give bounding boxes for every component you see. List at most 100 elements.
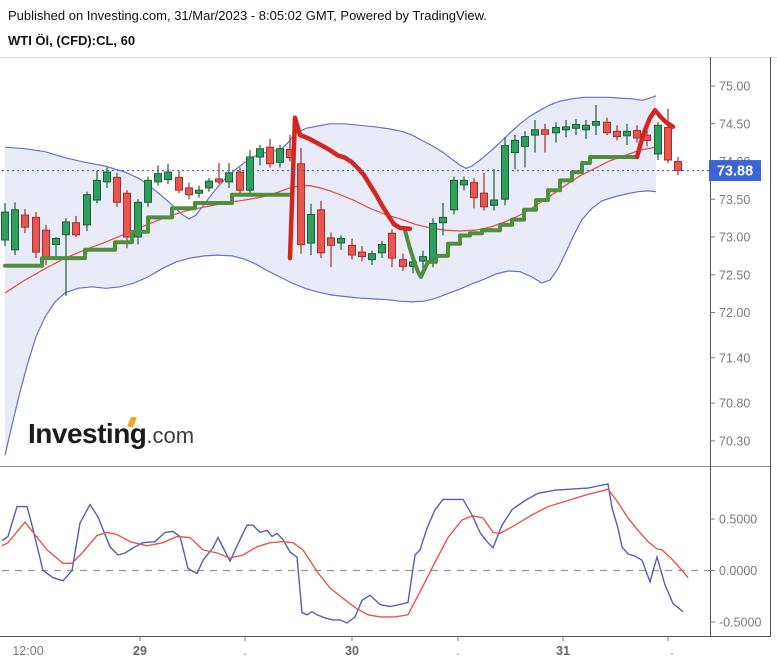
candle-body (664, 127, 672, 161)
candle-body (337, 238, 345, 244)
candle (225, 163, 233, 188)
candle (460, 176, 468, 191)
price-tick-label: 74.50 (719, 117, 750, 131)
candle-body (358, 251, 366, 258)
candle-body (460, 179, 468, 186)
price-tick-label: 73.00 (719, 231, 750, 245)
candle (592, 104, 600, 136)
candle-body (348, 244, 356, 256)
trend-line-red (634, 107, 676, 160)
candle (388, 229, 396, 268)
candle (348, 238, 356, 260)
candle-body (490, 199, 498, 206)
candle-body (93, 179, 101, 201)
candle-body (175, 176, 183, 191)
candle-body (103, 171, 111, 183)
candle-body (42, 229, 50, 259)
candle (480, 172, 488, 211)
candle-body (276, 148, 284, 163)
candle (572, 119, 580, 136)
candle-body (541, 129, 549, 135)
price-tick-label: 72.00 (719, 306, 750, 320)
investing-logo: Investing.com (28, 416, 194, 450)
price-axis[interactable]: 75.0074.5074.0073.5073.0072.5072.0071.40… (710, 80, 750, 449)
candle (368, 250, 376, 265)
time-axis-label: . (670, 644, 673, 658)
candle (562, 120, 570, 138)
time-axis-label: . (456, 644, 459, 658)
candle-body (582, 124, 590, 131)
candle-body (531, 129, 539, 136)
candle (185, 182, 193, 200)
time-axis-label: 12:00 (12, 644, 43, 658)
bollinger-lower-line (4, 190, 657, 456)
candle-body (501, 145, 509, 200)
candle (266, 138, 274, 168)
time-axis[interactable]: 12:00 29. 30. 31. (12, 636, 674, 658)
candle-body (603, 121, 611, 134)
candle-body (419, 256, 427, 262)
candle (654, 122, 662, 160)
candle (450, 176, 458, 215)
candle (531, 120, 539, 153)
candle-body (256, 148, 264, 158)
price-tick-label: 72.50 (719, 268, 750, 282)
candle-body (195, 189, 203, 194)
candle-body (572, 124, 580, 129)
trend-line-red (287, 115, 413, 261)
candle-body (215, 178, 223, 183)
oscillator-main-line (1, 483, 684, 624)
candle (521, 131, 529, 168)
oscillator-panel[interactable]: 0.5000 0.0000 -0.5000 (1, 483, 761, 630)
candle (11, 202, 19, 256)
candle (205, 178, 213, 192)
candle-body (297, 163, 305, 246)
candle (297, 147, 305, 254)
candle (72, 215, 80, 237)
trend-line-green (403, 155, 639, 279)
candle (674, 157, 682, 176)
candle (603, 117, 611, 136)
candle-body (623, 130, 631, 137)
candle (246, 150, 254, 196)
candle (21, 209, 29, 234)
candle (552, 122, 560, 143)
candle (623, 123, 631, 145)
candle-body (450, 179, 458, 211)
candle (664, 108, 672, 163)
candle (399, 253, 407, 271)
candles-group (1, 104, 682, 296)
candle (93, 170, 101, 203)
candle-body (480, 192, 488, 208)
time-axis-label: 30 (345, 644, 359, 658)
price-tick-label: 70.80 (719, 397, 750, 411)
oscillator-tick-label: 0.5000 (719, 513, 757, 527)
instrument-title: WTI Öl, (CFD):CL, 60 (8, 33, 136, 48)
candle (307, 203, 315, 256)
candle (439, 203, 447, 236)
candle-body (613, 130, 621, 138)
candle-body (1, 211, 9, 241)
candle (195, 185, 203, 198)
trend-line-green (3, 192, 291, 268)
candle-body (52, 238, 60, 245)
oscillator-tick-label: -0.5000 (719, 616, 761, 630)
candle (358, 246, 366, 262)
candle-body (654, 124, 662, 155)
candle-body (205, 180, 213, 189)
candle (378, 240, 386, 259)
candle-body (317, 209, 325, 254)
oscillator-tick-label: 0.0000 (719, 564, 757, 578)
price-tick-label: 70.30 (719, 434, 750, 448)
price-tick-label: 75.00 (719, 80, 750, 94)
candle-body (327, 237, 335, 246)
candle (490, 169, 498, 211)
price-badge-label: 73.88 (717, 164, 753, 180)
candle (1, 203, 9, 247)
candle (215, 163, 223, 185)
candle-body (21, 214, 29, 228)
candle (236, 167, 244, 196)
candle (134, 199, 142, 245)
